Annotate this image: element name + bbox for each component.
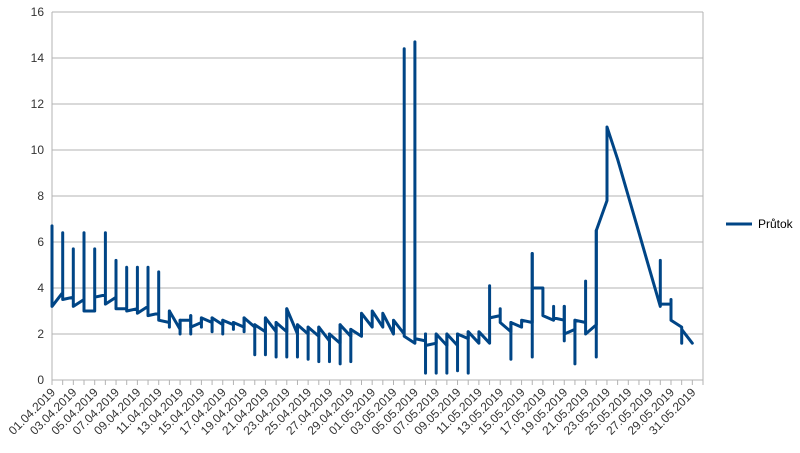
y-tick-label: 14 — [31, 51, 45, 65]
y-tick-label: 4 — [37, 281, 44, 295]
series-layer — [50, 40, 694, 375]
y-tick-label: 0 — [37, 373, 44, 387]
y-tick-label: 12 — [31, 97, 45, 111]
axes — [51, 12, 704, 381]
x-axis-ticks: 01.04.201903.04.201905.04.201907.04.2019… — [6, 380, 704, 438]
legend-label: Průtok — [758, 217, 794, 231]
grid — [52, 11, 703, 335]
y-tick-label: 10 — [31, 143, 45, 157]
legend: Průtok — [726, 217, 794, 231]
y-tick-label: 6 — [37, 235, 44, 249]
y-axis-ticks: 0 2 4 6 8 10 12 14 16 — [31, 5, 45, 387]
y-tick-label: 16 — [31, 5, 45, 19]
y-tick-label: 8 — [37, 189, 44, 203]
y-tick-label: 2 — [37, 327, 44, 341]
